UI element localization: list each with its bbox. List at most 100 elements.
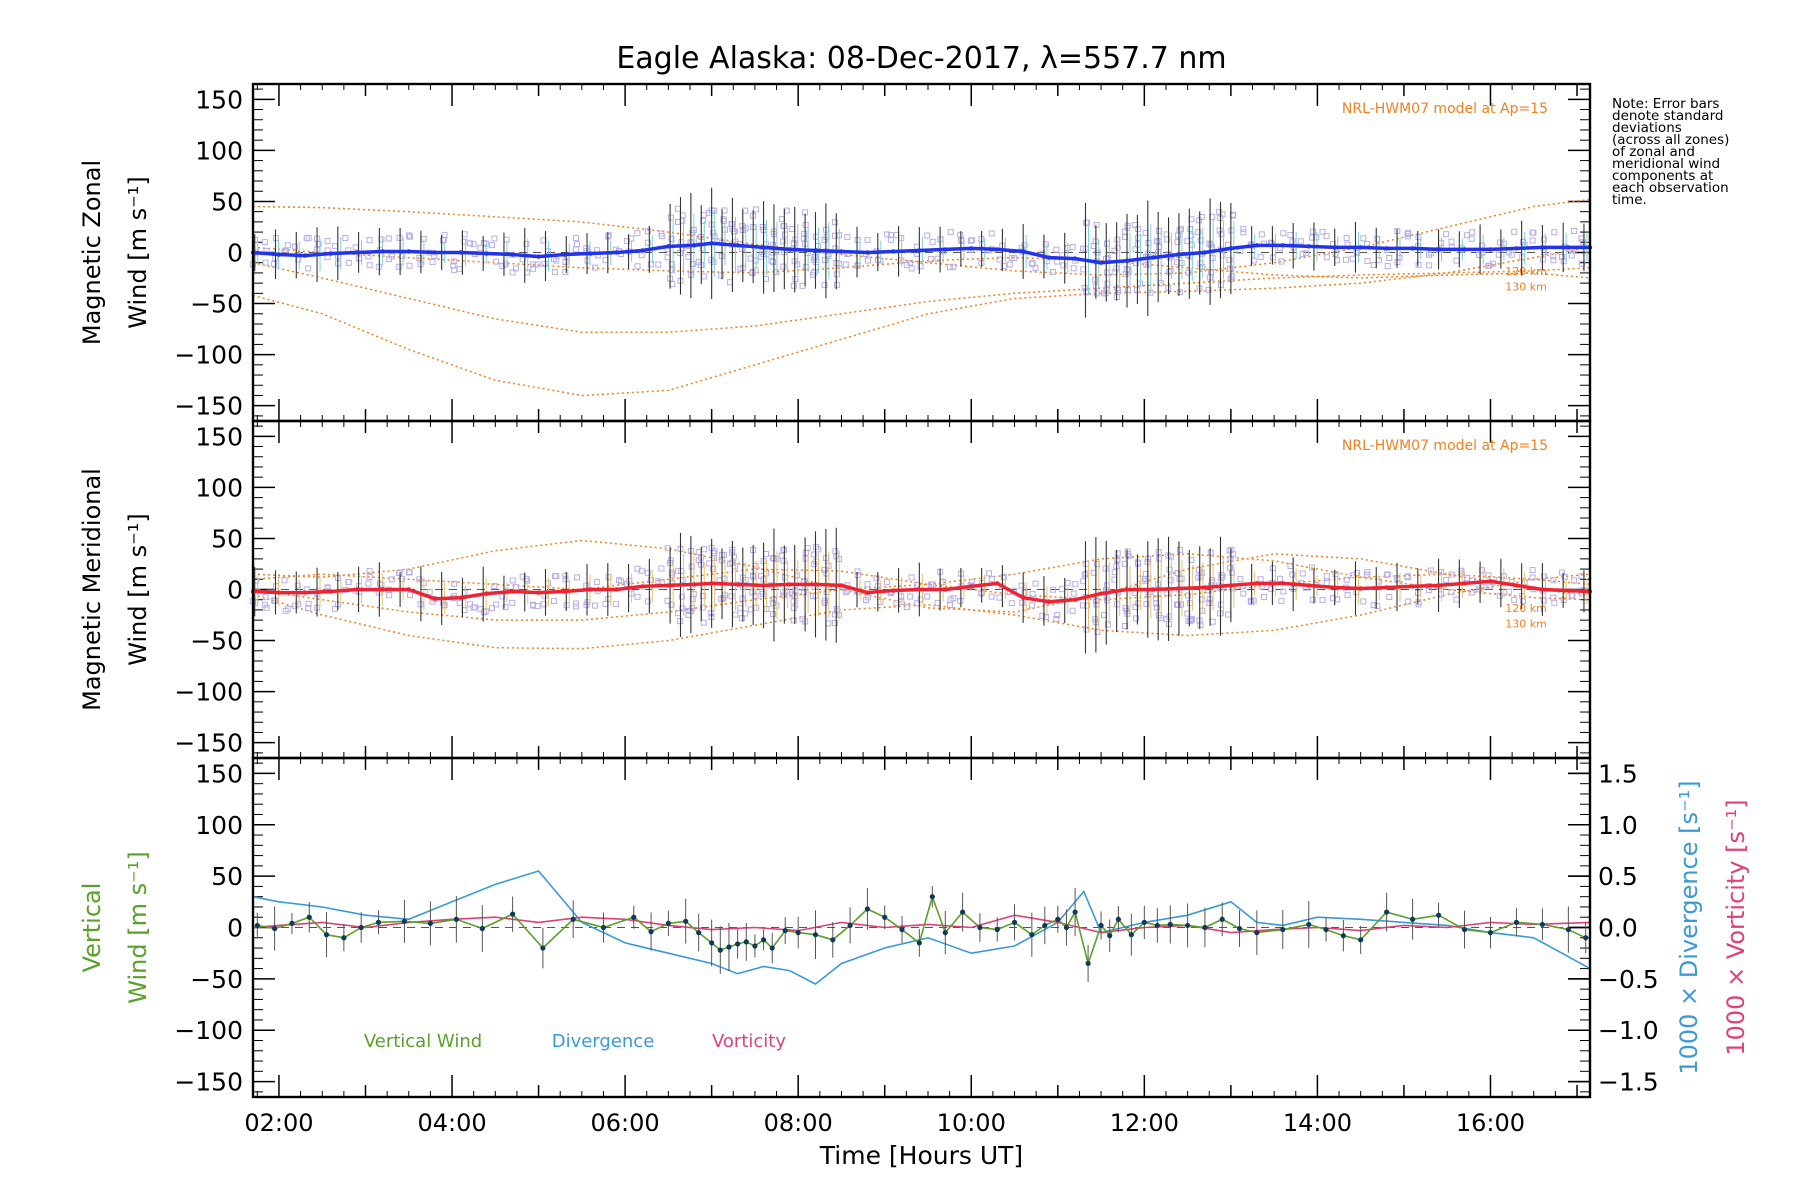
zone-wind-marker [759,248,766,255]
y2-tick-label: 0.5 [1598,862,1638,891]
vertical-wind-point [479,925,485,932]
zone-wind-marker [1415,233,1422,240]
zone-wind-marker [388,576,395,583]
zone-wind-marker [574,574,581,581]
y-tick-label: 50 [211,524,243,553]
zone-wind-marker [562,259,569,266]
zone-wind-marker [491,583,498,590]
zone-wind-marker [1511,596,1518,603]
mean-wind-point [1020,249,1026,254]
zone-wind-marker [1302,250,1309,257]
zone-wind-marker [747,255,754,262]
zone-wind-marker [1529,237,1536,244]
zone-wind-marker [863,597,870,604]
vertical-wind-point [960,909,966,915]
mean-wind-point [1280,243,1285,248]
zone-wind-marker [1550,577,1557,584]
zone-wind-marker [1479,567,1486,574]
zone-wind-marker [573,600,580,607]
vertical-wind-point [899,926,905,933]
mean-wind-point [969,584,974,589]
zone-wind-marker [842,261,849,268]
zone-wind-marker [509,269,516,276]
mean-wind-point [943,587,948,592]
zone-wind-marker [365,580,372,587]
zone-wind-marker [1104,621,1111,628]
vertical-wind-point [1011,919,1018,925]
zone-wind-marker [720,216,727,223]
zone-wind-marker [831,232,838,239]
mean-wind-point [588,251,593,256]
mean-wind-point [1176,252,1182,257]
note-line: meridional wind [1612,156,1721,172]
zone-wind-marker [366,262,373,269]
y-tick-label: −150 [174,729,243,758]
zone-wind-marker [1261,593,1268,600]
zone-wind-marker [927,256,934,263]
zone-wind-marker [946,264,953,271]
mean-wind-point [943,247,948,252]
vertical-wind-point [709,940,715,946]
zone-wind-marker [678,593,685,600]
zone-wind-marker [1114,236,1121,243]
y-tick-label: −150 [174,392,243,421]
mean-wind-point [354,587,360,592]
mean-wind-point [1150,587,1156,592]
vertical-wind-point [735,941,741,947]
vertical-wind-point [882,914,888,920]
zone-wind-marker [1083,560,1090,567]
y-axis-label: Vertical [78,883,106,973]
zone-wind-marker [832,548,839,555]
zone-wind-marker [988,576,995,583]
zone-wind-marker [701,546,708,553]
zone-wind-marker [821,566,828,573]
zone-wind-marker [624,238,631,245]
zone-wind-marker [1093,561,1100,568]
zone-wind-marker [1343,235,1350,242]
zone-wind-marker [602,257,609,264]
legend-vorticity: Vorticity [712,1031,786,1052]
zone-wind-marker [873,575,880,582]
zone-wind-marker [1053,615,1060,622]
zone-wind-marker [1032,264,1039,271]
vertical-wind-point [1115,916,1121,922]
zone-wind-marker [644,598,651,605]
mean-wind-point [406,249,411,254]
mean-wind-point [1488,579,1493,584]
y-tick-label: 100 [195,473,243,502]
vertical-wind-point [427,920,434,926]
zone-wind-marker [1277,575,1284,582]
zone-wind-marker [467,601,474,608]
zone-wind-marker [342,234,349,241]
zone-wind-marker [1506,588,1513,595]
vertical-wind-point [510,911,516,917]
vertical-wind-line [257,894,1587,967]
zone-wind-marker [1384,571,1391,578]
zone-wind-marker [907,259,914,266]
zone-wind-marker [763,550,770,557]
vertical-wind-point [752,943,758,949]
legend-divergence: Divergence [552,1031,655,1052]
zone-wind-marker [1349,255,1356,262]
zone-wind-marker [612,601,619,608]
zone-wind-marker [1344,592,1351,599]
zone-wind-marker [1448,238,1455,245]
zone-wind-marker [763,570,770,577]
mean-wind-point [1358,586,1363,591]
mean-wind-point [787,582,792,587]
zone-wind-marker [644,228,651,235]
zone-wind-marker [1334,257,1341,264]
note-line: time. [1612,192,1647,208]
mean-wind-point [1072,597,1078,602]
zone-wind-marker [1540,573,1547,580]
y2-tick-label: −0.5 [1598,965,1659,994]
zone-wind-marker [1496,592,1503,599]
vertical-wind-point [453,916,459,922]
zone-wind-marker [1310,228,1317,235]
zone-wind-marker [1240,229,1247,236]
zone-wind-marker [530,261,537,268]
zone-wind-marker [813,544,820,551]
zone-wind-marker [1185,269,1192,276]
zone-wind-marker [624,580,631,587]
zone-wind-marker [1205,286,1212,293]
